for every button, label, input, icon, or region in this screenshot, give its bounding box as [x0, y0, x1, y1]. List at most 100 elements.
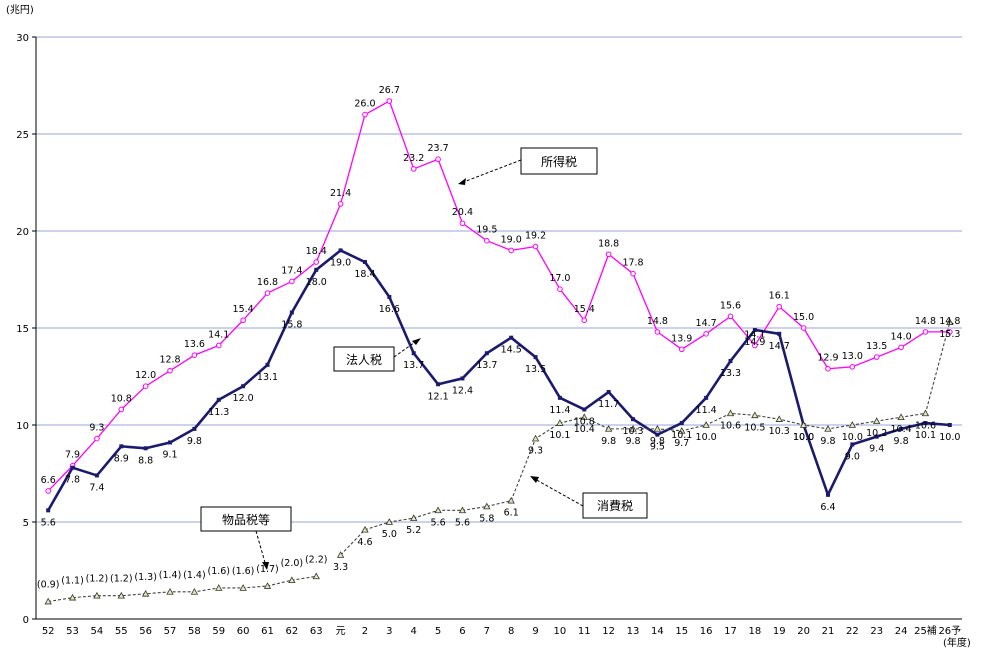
data-label: 10.8: [111, 393, 132, 404]
data-point: [289, 278, 295, 285]
data-point: [385, 518, 394, 525]
data-label: 14.0: [891, 331, 912, 342]
data-point: [849, 364, 856, 370]
data-point: [728, 358, 733, 363]
callout-box: [200, 506, 292, 532]
grid: [36, 36, 962, 523]
data-point: [921, 409, 930, 417]
data-label: 10.0: [793, 432, 814, 443]
data-point: [752, 327, 757, 332]
data-label: 9.8: [601, 436, 616, 447]
arrow-heads: [262, 178, 539, 570]
data-label: (1.4): [183, 570, 206, 581]
x-tick-label: 11: [578, 626, 591, 637]
data-label: 17.4: [281, 265, 302, 276]
data-label: 6.4: [820, 502, 835, 513]
data-label: 10.4: [574, 424, 595, 435]
data-labels-group: 6.67.99.310.812.012.813.614.115.416.817.…: [37, 85, 960, 591]
data-label: 10.1: [915, 430, 936, 441]
x-tick-label: 10: [554, 626, 567, 637]
data-label: 13.5: [866, 341, 887, 352]
x-tick-label: 56: [139, 626, 152, 637]
y-tick-labels: 0 5 10 15 20 25 30: [16, 33, 29, 626]
data-point: [631, 417, 636, 422]
callout-label-buppinzei: 物品税等: [222, 513, 270, 527]
data-label: (1.3): [134, 572, 157, 583]
data-label: 9.8: [650, 436, 665, 447]
data-label: 11.3: [208, 407, 229, 418]
data-point: [289, 310, 294, 315]
callout-buppinzei: 物品税等: [200, 506, 292, 532]
data-label: 21.4: [330, 188, 351, 199]
arrow-buppinzei: [255, 530, 267, 567]
data-point: [411, 351, 416, 356]
data-label: 9.8: [894, 436, 909, 447]
data-point: [410, 514, 418, 521]
data-point: [240, 317, 246, 324]
data-label: 5.6: [455, 517, 470, 528]
data-point: [654, 329, 661, 335]
data-point: [850, 442, 855, 447]
data-point: [386, 98, 393, 104]
data-label: 13.0: [842, 351, 863, 362]
data-label: 16.8: [257, 277, 278, 288]
arrowhead-shotokuzei: [458, 178, 466, 185]
data-point: [458, 506, 467, 514]
data-label: 15.4: [233, 304, 254, 315]
arrowhead-buppinzei: [262, 562, 269, 570]
data-point: [604, 425, 613, 432]
data-point: [874, 434, 879, 439]
x-tick-label: 14: [651, 626, 664, 637]
x-tick-label: 12: [602, 626, 615, 637]
data-label: 13.5: [525, 364, 546, 375]
data-point: [629, 425, 637, 432]
data-label: 14.8: [915, 316, 936, 327]
data-point: [216, 397, 221, 402]
data-point: [460, 376, 465, 381]
data-point: [387, 294, 392, 299]
callout-box: [520, 147, 598, 175]
data-label: (1.6): [232, 566, 255, 577]
data-point: [190, 588, 199, 595]
data-point: [215, 584, 223, 591]
x-tick-labels: 52 53 54 55 56 57 58 59 60 61 62 63 元 2 3 4 5 6 7 8 9 10 11 12 1…: [42, 624, 961, 637]
data-point: [825, 365, 831, 372]
x-tick-label: 6: [459, 626, 465, 637]
data-point: [141, 589, 150, 597]
data-label: 5.0: [382, 529, 397, 540]
data-label: 15.3: [939, 329, 960, 340]
data-point: [142, 383, 149, 390]
data-point: [947, 329, 953, 335]
data-point: [606, 390, 611, 395]
data-label: 9.5: [650, 442, 665, 453]
data-point: [264, 290, 271, 296]
data-label: 15.6: [720, 300, 741, 311]
data-label: 19.0: [501, 234, 522, 245]
arrow-shotokuzei: [460, 159, 522, 184]
data-label: 9.3: [528, 446, 543, 457]
arrowhead-shohizei: [530, 476, 539, 483]
arrow-shohizei: [532, 477, 584, 507]
data-point: [313, 259, 320, 265]
data-label: 17.0: [549, 273, 570, 284]
data-label: 18.0: [306, 277, 327, 288]
data-label: 26.7: [379, 85, 400, 96]
data-label: 9.1: [162, 449, 177, 460]
data-label: 18.4: [354, 269, 375, 280]
y-tick-label: 20: [16, 227, 29, 238]
data-point: [338, 248, 343, 253]
data-point: [459, 220, 466, 227]
data-point: [824, 425, 832, 432]
data-point: [532, 243, 539, 250]
data-point: [799, 421, 808, 428]
data-label: 14.8: [939, 316, 960, 327]
data-point: [873, 417, 881, 424]
data-label: 26.0: [354, 99, 375, 110]
axes: [32, 36, 962, 620]
data-point: [362, 260, 367, 265]
callout-shotokuzei: 所得税: [520, 147, 598, 175]
x-tick-label: 25補: [914, 624, 937, 637]
data-label: (1.4): [159, 570, 182, 581]
data-label: 13.6: [184, 339, 205, 350]
data-label: 12.4: [452, 385, 473, 396]
